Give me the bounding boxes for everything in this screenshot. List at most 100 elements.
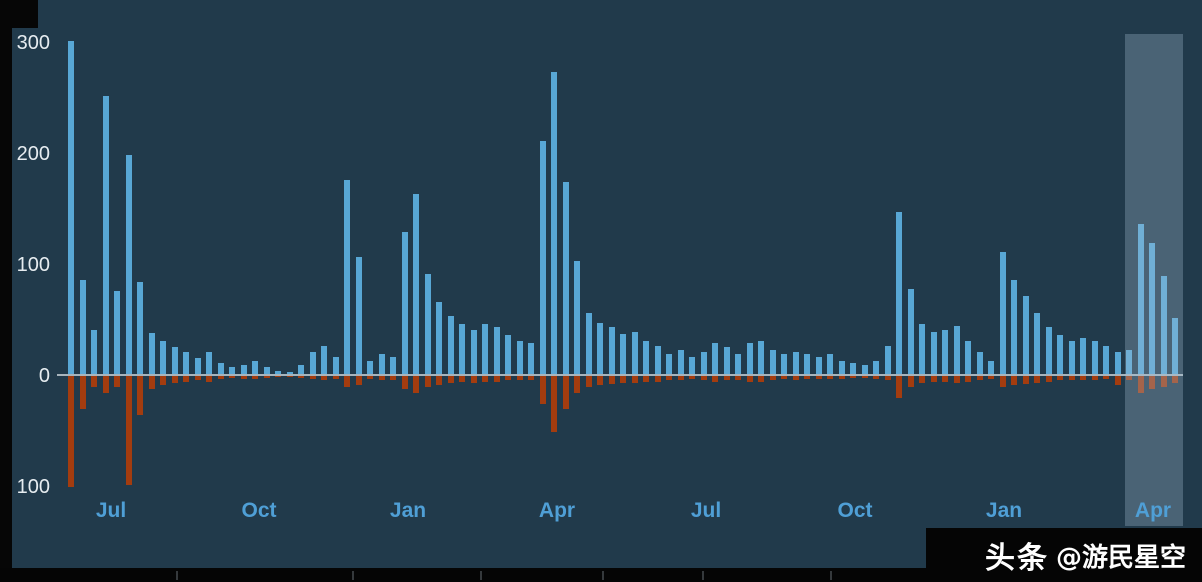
positive-bar[interactable] <box>1115 352 1121 374</box>
selection-highlight[interactable] <box>1125 34 1183 526</box>
positive-bar[interactable] <box>471 330 477 374</box>
positive-bar[interactable] <box>563 182 569 374</box>
negative-bar[interactable] <box>68 376 74 487</box>
negative-bar[interactable] <box>850 376 856 378</box>
positive-bar[interactable] <box>218 363 224 374</box>
negative-bar[interactable] <box>931 376 937 382</box>
positive-bar[interactable] <box>80 280 86 374</box>
positive-bar[interactable] <box>344 180 350 374</box>
positive-bar[interactable] <box>126 155 132 374</box>
negative-bar[interactable] <box>126 376 132 485</box>
positive-bar[interactable] <box>91 330 97 374</box>
positive-bar[interactable] <box>678 350 684 374</box>
positive-bar[interactable] <box>1023 296 1029 374</box>
positive-bar[interactable] <box>264 367 270 374</box>
positive-bar[interactable] <box>885 346 891 374</box>
positive-bar[interactable] <box>528 343 534 374</box>
negative-bar[interactable] <box>1069 376 1075 380</box>
negative-bar[interactable] <box>137 376 143 415</box>
positive-bar[interactable] <box>160 341 166 374</box>
positive-bar[interactable] <box>68 41 74 374</box>
positive-bar[interactable] <box>275 371 281 374</box>
negative-bar[interactable] <box>287 376 293 377</box>
negative-bar[interactable] <box>517 376 523 380</box>
positive-bar[interactable] <box>1149 243 1155 374</box>
negative-bar[interactable] <box>908 376 914 387</box>
positive-bar[interactable] <box>689 357 695 374</box>
positive-bar[interactable] <box>310 352 316 374</box>
negative-bar[interactable] <box>160 376 166 385</box>
positive-bar[interactable] <box>1069 341 1075 374</box>
negative-bar[interactable] <box>471 376 477 383</box>
positive-bar[interactable] <box>114 291 120 374</box>
positive-bar[interactable] <box>747 343 753 374</box>
negative-bar[interactable] <box>114 376 120 387</box>
negative-bar[interactable] <box>344 376 350 387</box>
positive-bar[interactable] <box>540 141 546 374</box>
positive-bar[interactable] <box>666 354 672 374</box>
negative-bar[interactable] <box>1000 376 1006 387</box>
negative-bar[interactable] <box>988 376 994 379</box>
negative-bar[interactable] <box>1115 376 1121 385</box>
negative-bar[interactable] <box>528 376 534 380</box>
negative-bar[interactable] <box>448 376 454 383</box>
positive-bar[interactable] <box>597 323 603 374</box>
positive-bar[interactable] <box>620 334 626 374</box>
negative-bar[interactable] <box>298 376 304 378</box>
positive-bar[interactable] <box>459 324 465 374</box>
positive-bar[interactable] <box>195 358 201 374</box>
positive-bar[interactable] <box>977 352 983 374</box>
positive-bar[interactable] <box>770 350 776 374</box>
positive-bar[interactable] <box>1080 338 1086 374</box>
negative-bar[interactable] <box>206 376 212 382</box>
negative-bar[interactable] <box>195 376 201 380</box>
positive-bar[interactable] <box>206 352 212 374</box>
negative-bar[interactable] <box>390 376 396 380</box>
positive-bar[interactable] <box>333 357 339 374</box>
negative-bar[interactable] <box>643 376 649 382</box>
positive-bar[interactable] <box>287 372 293 374</box>
negative-bar[interactable] <box>724 376 730 380</box>
negative-bar[interactable] <box>977 376 983 380</box>
negative-bar[interactable] <box>735 376 741 380</box>
negative-bar[interactable] <box>356 376 362 385</box>
positive-bar[interactable] <box>103 96 109 374</box>
negative-bar[interactable] <box>827 376 833 379</box>
positive-bar[interactable] <box>298 365 304 374</box>
positive-bar[interactable] <box>988 361 994 374</box>
positive-bar[interactable] <box>448 316 454 374</box>
negative-bar[interactable] <box>873 376 879 379</box>
positive-bar[interactable] <box>827 354 833 374</box>
negative-bar[interactable] <box>758 376 764 382</box>
positive-bar[interactable] <box>425 274 431 374</box>
negative-bar[interactable] <box>218 376 224 379</box>
negative-bar[interactable] <box>310 376 316 379</box>
negative-bar[interactable] <box>632 376 638 383</box>
positive-bar[interactable] <box>701 352 707 374</box>
negative-bar[interactable] <box>574 376 580 393</box>
negative-bar[interactable] <box>1103 376 1109 379</box>
positive-bar[interactable] <box>942 330 948 374</box>
positive-bar[interactable] <box>482 324 488 374</box>
positive-bar[interactable] <box>517 341 523 374</box>
positive-bar[interactable] <box>793 352 799 374</box>
positive-bar[interactable] <box>252 361 258 374</box>
positive-bar[interactable] <box>712 343 718 374</box>
negative-bar[interactable] <box>172 376 178 383</box>
negative-bar[interactable] <box>862 376 868 378</box>
video-progress-bar[interactable] <box>0 568 1202 582</box>
positive-bar[interactable] <box>1172 318 1178 374</box>
positive-bar[interactable] <box>1046 327 1052 374</box>
positive-bar[interactable] <box>1103 346 1109 374</box>
negative-bar[interactable] <box>252 376 258 379</box>
positive-bar[interactable] <box>735 354 741 374</box>
negative-bar[interactable] <box>321 376 327 380</box>
positive-bar[interactable] <box>367 361 373 374</box>
positive-bar[interactable] <box>390 357 396 374</box>
negative-bar[interactable] <box>885 376 891 380</box>
positive-bar[interactable] <box>862 365 868 374</box>
negative-bar[interactable] <box>1161 376 1167 387</box>
negative-bar[interactable] <box>1080 376 1086 380</box>
negative-bar[interactable] <box>482 376 488 382</box>
